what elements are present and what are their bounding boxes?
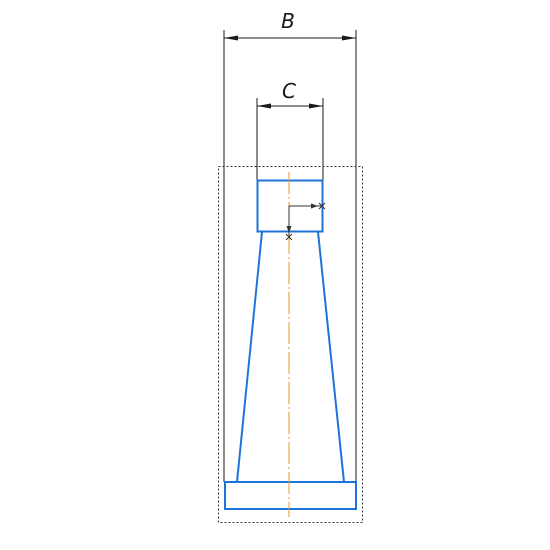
- tapered-body-outline[interactable]: [236, 231, 345, 483]
- coordinate-x-arrow: [311, 203, 318, 209]
- base-plate-outline[interactable]: [224, 481, 357, 510]
- dimension-c-label: C: [282, 79, 296, 103]
- dimension-c-arrow-left: [257, 103, 271, 109]
- dimension-c-arrow-right: [309, 103, 323, 109]
- dimension-b-arrow-right: [342, 35, 356, 41]
- coordinate-y-arrow: [286, 226, 292, 233]
- coordinate-system-icon[interactable]: [285, 202, 326, 241]
- dimension-b-arrow-left: [224, 35, 238, 41]
- dimension-b-label: B: [281, 9, 295, 33]
- coordinate-x-tick: [318, 202, 326, 210]
- selection-frame: [218, 166, 363, 523]
- coordinate-y-tick: [285, 233, 293, 241]
